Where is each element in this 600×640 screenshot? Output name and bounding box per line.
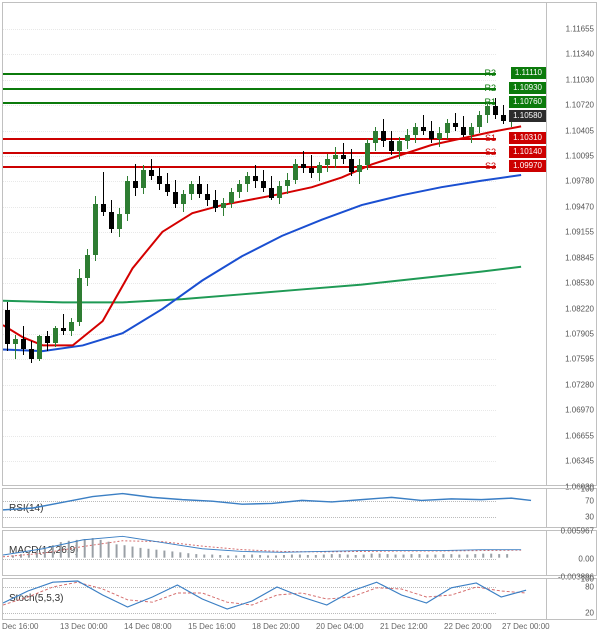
- price-ytick: 1.08530: [565, 279, 594, 288]
- level-name-r2: R2: [484, 83, 496, 93]
- level-tag-r2: 1.10930: [509, 82, 546, 94]
- xaxis-tick: 22 Dec 20:00: [444, 622, 492, 631]
- stoch-plot: [3, 579, 546, 619]
- xaxis-tick: Dec 16:00: [2, 622, 38, 631]
- level-name-r3: R3: [484, 68, 496, 78]
- price-ytick: 1.07905: [565, 330, 594, 339]
- price-ytick: 1.10095: [565, 151, 594, 160]
- rsi-panel[interactable]: RSI(14) 3070100: [2, 488, 597, 528]
- level-tag-s3: 1.09970: [509, 160, 546, 172]
- price-ytick: 1.06970: [565, 406, 594, 415]
- price-ytick: 1.11030: [566, 75, 594, 84]
- price-ytick: 1.08220: [565, 304, 594, 313]
- stoch-panel[interactable]: Stoch(5,5,3) 2080100: [2, 578, 597, 620]
- level-tag-s1: 1.10310: [509, 132, 546, 144]
- rsi-yaxis: 3070100: [546, 489, 596, 527]
- level-tag-r1: 1.10760: [509, 96, 546, 108]
- xaxis-tick: 15 Dec 16:00: [188, 622, 236, 631]
- stoch-yaxis: 2080100: [546, 579, 596, 619]
- price-ytick: 1.09780: [565, 177, 594, 186]
- price-ytick: 1.09470: [565, 202, 594, 211]
- price-yaxis: 1.060301.063451.066551.069701.072801.075…: [546, 3, 596, 485]
- rsi-plot: [3, 489, 546, 527]
- price-ytick: 1.07595: [565, 355, 594, 364]
- current-price-tag: 1.10580: [509, 110, 546, 122]
- price-ytick: 1.07280: [565, 381, 594, 390]
- price-ytick: 1.08845: [565, 253, 594, 262]
- price-ytick: 1.06655: [565, 432, 594, 441]
- xaxis-tick: 13 Dec 00:00: [60, 622, 108, 631]
- price-plot-area[interactable]: [3, 3, 546, 485]
- time-axis: Dec 16:00 13 Dec 00:00 14 Dec 08:00 15 Dec …: [2, 622, 597, 636]
- xaxis-tick: 21 Dec 12:00: [380, 622, 428, 631]
- level-name-s2: S2: [485, 147, 496, 157]
- level-name-s1: S1: [485, 133, 496, 143]
- price-ytick: 1.11340: [566, 50, 594, 59]
- macd-yaxis: 0.0059670.00-0.003896: [546, 531, 596, 575]
- macd-panel[interactable]: MACD(12,26,9) 0.0059670.00-0.003896: [2, 530, 597, 576]
- level-tag-s2: 1.10140: [509, 146, 546, 158]
- price-ytick: 1.10720: [565, 100, 594, 109]
- price-ytick: 1.09155: [565, 228, 594, 237]
- level-name-s3: S3: [485, 161, 496, 171]
- xaxis-tick: 27 Dec 00:00: [502, 622, 550, 631]
- xaxis-tick: 18 Dec 20:00: [252, 622, 300, 631]
- xaxis-tick: 14 Dec 08:00: [124, 622, 172, 631]
- xaxis-tick: 20 Dec 04:00: [316, 622, 364, 631]
- level-name-r1: R1: [484, 97, 496, 107]
- macd-plot: [3, 531, 546, 575]
- level-tag-r3: 1.11110: [511, 67, 546, 79]
- price-chart-panel[interactable]: 1.060301.063451.066551.069701.072801.075…: [2, 2, 597, 486]
- price-ytick: 1.06345: [565, 457, 594, 466]
- price-ytick: 1.10405: [565, 126, 594, 135]
- price-ytick: 1.11655: [566, 24, 594, 33]
